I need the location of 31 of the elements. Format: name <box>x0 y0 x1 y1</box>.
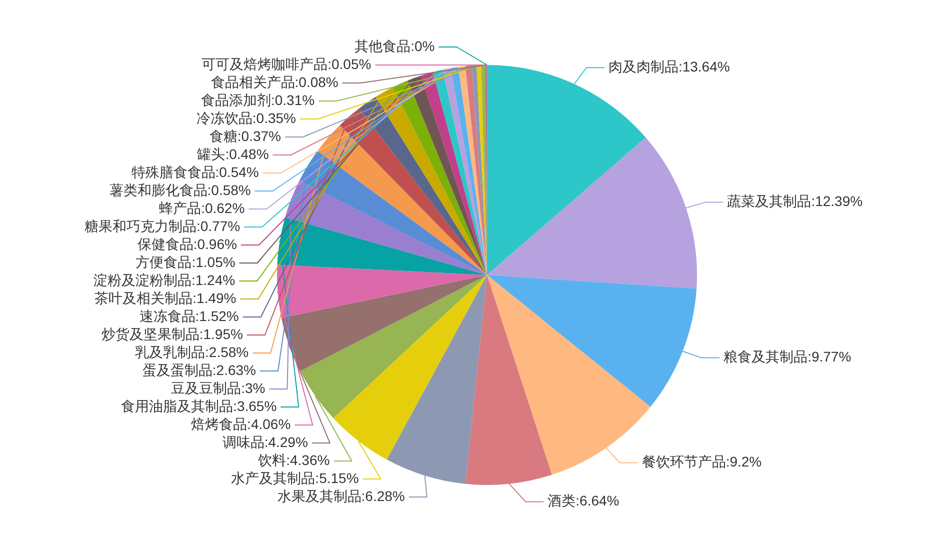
category-label: 其他食品:0% <box>354 38 435 54</box>
slice-label: 餐饮环节产品:9.2% <box>642 454 762 470</box>
slice-label: 糖果和巧克力制品:0.77% <box>84 218 240 234</box>
slice-label: 方便食品:1.05% <box>136 254 236 270</box>
slice-label: 蜂产品:0.62% <box>159 200 245 216</box>
slice-label: 罐头:0.48% <box>197 146 269 162</box>
slice-label: 水果及其制品:6.28% <box>277 488 405 504</box>
slice-label: 食品添加剂:0.31% <box>200 92 315 108</box>
slice-label: 饮料:4.36% <box>257 452 330 468</box>
slice-label: 肉及肉制品:13.64% <box>608 58 730 74</box>
slice-label: 淀粉及淀粉制品:1.24% <box>93 272 236 288</box>
slice-label: 乳及乳制品:2.58% <box>135 344 249 360</box>
slice-label: 特殊膳食食品:0.54% <box>131 164 259 180</box>
slice-label: 薯类和膨化食品:0.58% <box>109 182 251 198</box>
slice-label: 酒类:6.64% <box>548 492 620 509</box>
slice-label: 食用油脂及其制品:3.65% <box>121 398 277 414</box>
slice-label: 速冻食品:1.52% <box>139 308 239 324</box>
slice-label: 豆及豆制品:3% <box>171 380 266 396</box>
slice-label: 水产及其制品:5.15% <box>231 470 359 486</box>
slice-label: 焙烤食品:4.06% <box>191 416 291 432</box>
slice-label: 调味品:4.29% <box>222 434 308 450</box>
slice-label: 蛋及蛋制品:2.63% <box>142 362 256 378</box>
slice-label: 可可及焙烤咖啡产品:0.05% <box>202 56 372 72</box>
slice-label: 食糖:0.37% <box>209 128 281 144</box>
slice-label: 蔬菜及其制品:12.39% <box>727 193 863 210</box>
slice-label: 食品相关产品:0.08% <box>210 74 338 90</box>
slice-label: 保健食品:0.96% <box>137 236 237 252</box>
slice-label: 粮食及其制品:9.77% <box>724 348 852 365</box>
slice-label: 冷冻饮品:0.35% <box>196 110 296 126</box>
slice-label: 茶叶及相关制品:1.49% <box>94 290 236 306</box>
slice-label: 炒货及坚果制品:1.95% <box>101 326 243 342</box>
